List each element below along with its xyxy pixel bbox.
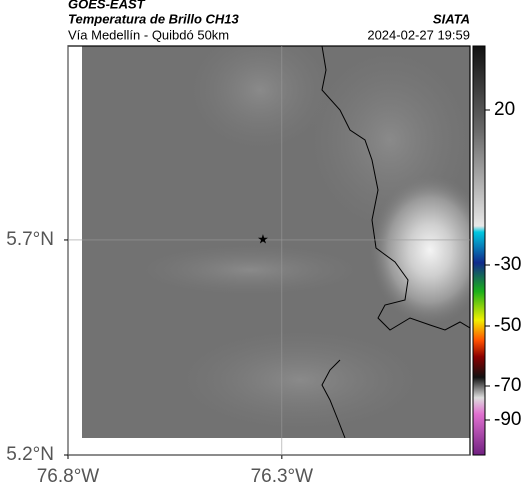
subtitle: Temperatura de Brillo CH13	[68, 11, 240, 26]
source: SIATA	[433, 11, 470, 26]
y-tick-label: 5.2°N	[6, 444, 54, 465]
timestamp: 2024-02-27 19:59	[367, 27, 470, 42]
region: Vía Medellín - Quibdó 50km	[68, 27, 229, 42]
colorbar-label: -90	[494, 409, 521, 430]
colorbar-label: -30	[494, 254, 521, 275]
colorbar-label: 20	[494, 99, 515, 120]
y-tick-label: 5.7°N	[6, 229, 54, 250]
x-tick-label: 76.8°W	[37, 466, 100, 487]
x-tick-label: 76.3°W	[251, 466, 314, 487]
colorbar-label: -70	[494, 375, 521, 396]
colorbar	[472, 45, 486, 456]
colorbar-label: -50	[494, 315, 521, 336]
title: GOES-EAST	[68, 0, 146, 11]
location-marker: ★	[257, 231, 269, 246]
satellite-image	[82, 46, 470, 438]
